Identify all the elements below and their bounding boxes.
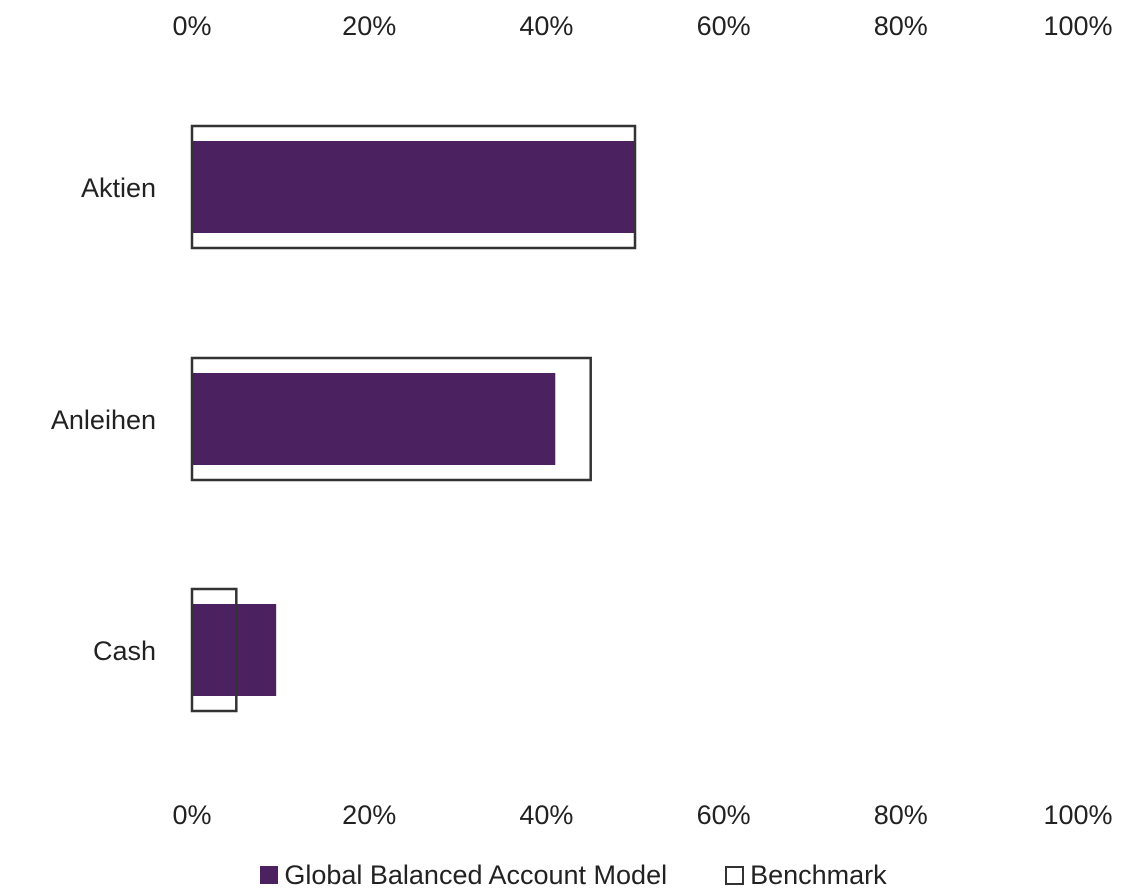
- bar-benchmark: [190, 356, 592, 482]
- bar-model: [192, 604, 277, 696]
- bottom-tick-label: 40%: [519, 800, 573, 830]
- legend-label-model: Global Balanced Account Model: [284, 859, 668, 890]
- bottom-tick-label: 80%: [874, 800, 928, 830]
- top-tick-label: 0%: [172, 11, 211, 41]
- legend: Global Balanced Account Model Benchmark: [0, 858, 1147, 892]
- bottom-tick-label: 60%: [697, 800, 751, 830]
- top-tick-label: 60%: [697, 11, 751, 41]
- top-tick-label: 80%: [874, 11, 928, 41]
- bottom-axis-ticks: 0% 20% 40% 60% 80% 100%: [172, 800, 1112, 830]
- top-tick-label: 20%: [342, 11, 396, 41]
- category-labels: Aktien Anleihen Cash: [51, 173, 156, 666]
- bar-model: [192, 373, 556, 465]
- bottom-tick-label: 20%: [342, 800, 396, 830]
- bar-benchmark: [190, 124, 637, 250]
- bars: [190, 124, 637, 713]
- legend-item-benchmark: Benchmark: [725, 860, 887, 891]
- category-label: Cash: [93, 636, 156, 666]
- top-tick-label: 100%: [1043, 11, 1112, 41]
- bar-chart: 0% 20% 40% 60% 80% 100% 0% 20% 40% 60% 80% 100% Ak…: [51, 11, 1113, 830]
- legend-label-benchmark: Benchmark: [750, 859, 887, 890]
- bottom-tick-label: 100%: [1043, 800, 1112, 830]
- legend-item-model: Global Balanced Account Model: [260, 860, 667, 891]
- legend-swatch-benchmark: [725, 865, 745, 885]
- category-label: Anleihen: [51, 405, 156, 435]
- bar-benchmark: [190, 587, 238, 713]
- bar-model: [192, 141, 635, 233]
- category-label: Aktien: [81, 173, 156, 203]
- bottom-tick-label: 0%: [172, 800, 211, 830]
- top-tick-label: 40%: [519, 11, 573, 41]
- top-axis-ticks: 0% 20% 40% 60% 80% 100%: [172, 11, 1112, 41]
- legend-swatch-model: [260, 866, 279, 884]
